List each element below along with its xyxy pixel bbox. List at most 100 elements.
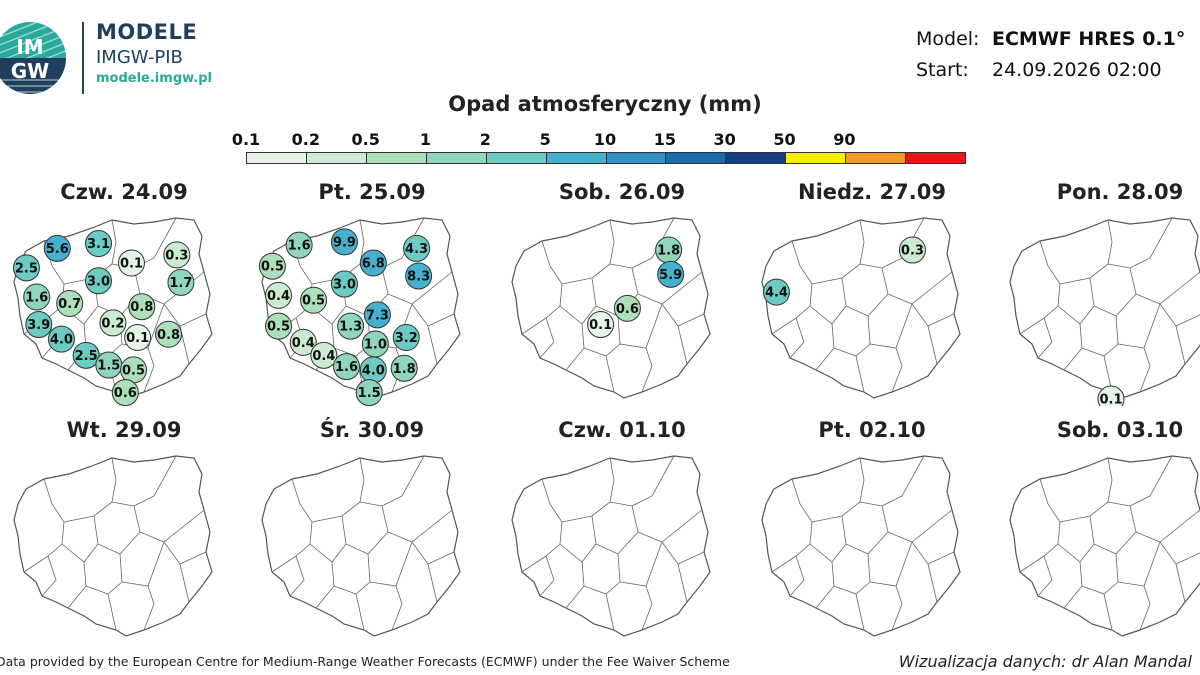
voivodeship-border: [1037, 555, 1053, 597]
precip-value: 8.3: [407, 269, 430, 284]
precip-value-marker: 0.1: [1097, 385, 1125, 406]
voivodeship-border: [833, 315, 871, 357]
precip-value-marker: 9.9: [330, 228, 358, 256]
precip-circle: [128, 293, 156, 321]
voivodeship-border: [881, 267, 953, 305]
precip-circle: [47, 325, 75, 353]
start-label: Start:: [916, 59, 969, 81]
voivodeship-border: [143, 347, 155, 393]
voivodeship-border: [355, 593, 365, 631]
precip-value: 0.6: [114, 386, 137, 401]
legend-threshold-label: 2: [479, 130, 491, 149]
country-outline: [761, 455, 961, 637]
precip-circle: [25, 311, 53, 339]
panel-date-title: Wt. 29.09: [66, 418, 182, 442]
precip-circle: [355, 379, 383, 406]
legend-segment: [666, 153, 727, 163]
precip-value: 1.5: [358, 386, 381, 401]
poland-map: [761, 455, 961, 637]
precip-value-marker: 8.3: [405, 262, 433, 290]
precip-circle: [85, 267, 113, 295]
precip-value-marker: 0.6: [111, 379, 139, 406]
voivodeship-border: [771, 478, 813, 573]
logo-title: MODELE: [96, 20, 198, 44]
precip-circle: [43, 234, 71, 262]
voivodeship-border: [381, 505, 453, 543]
precip-circle: [390, 354, 418, 382]
forecast-panel: Śr. 30.09: [252, 418, 492, 658]
logo-url[interactable]: modele.imgw.pl: [96, 71, 212, 86]
precip-circle: [258, 252, 286, 280]
precip-value: 1.0: [364, 337, 387, 352]
precip-value: 0.1: [589, 318, 612, 333]
voivodeship-border: [271, 478, 313, 573]
voivodeship-border: [1103, 593, 1113, 631]
start-value: 24.09.2026 02:00: [992, 59, 1162, 81]
precip-value: 0.6: [616, 302, 639, 317]
voivodeship-border: [1089, 515, 1137, 555]
precip-value: 1.6: [335, 360, 358, 375]
precip-value: 1.6: [25, 291, 48, 306]
legend-threshold-label: 1: [419, 130, 432, 149]
precip-value: 0.8: [157, 328, 180, 343]
voivodeship-border: [521, 240, 563, 335]
precip-circle: [333, 353, 361, 381]
country-outline: [761, 217, 961, 399]
start-row: Start: 24.09.2026 02:00: [916, 55, 1185, 86]
poland-map: [261, 455, 461, 637]
precip-circle: [403, 234, 431, 262]
voivodeship-border: [591, 515, 639, 555]
voivodeship-border: [1139, 347, 1151, 393]
precip-value-marker: 1.6: [333, 353, 361, 381]
precip-circle: [265, 312, 293, 340]
precip-circle: [72, 341, 100, 369]
voivodeship-border: [789, 317, 805, 359]
voivodeship-border: [631, 505, 703, 543]
poland-map: [511, 455, 711, 637]
poland-map: 0.1: [1009, 217, 1200, 406]
precip-value-marker: 0.5: [120, 356, 148, 384]
visualization-credit: Wizualizacja danych: dr Alan Mandal: [898, 652, 1192, 671]
voivodeship-border: [1139, 585, 1151, 631]
precip-value: 0.3: [901, 244, 924, 259]
precip-value: 0.4: [267, 289, 290, 304]
voivodeship-border: [677, 325, 688, 365]
precip-value-marker: 0.3: [163, 241, 191, 269]
precip-value: 2.5: [75, 349, 98, 364]
precip-circle: [657, 260, 685, 288]
voivodeship-border: [583, 553, 621, 595]
voivodeship-border: [1129, 505, 1200, 543]
voivodeship-border: [881, 505, 953, 543]
precip-circle: [898, 236, 926, 264]
voivodeship-border: [539, 317, 555, 359]
panel-date-title: Pon. 28.09: [1056, 180, 1184, 204]
precip-value: 0.1: [1099, 393, 1122, 406]
precip-value: 0.7: [58, 297, 81, 312]
country-outline: [511, 217, 711, 399]
voivodeship-border: [333, 315, 371, 357]
precip-value: 0.5: [302, 294, 325, 309]
voivodeship-border: [539, 555, 555, 597]
precip-circle: [337, 312, 365, 340]
country-outline: [511, 455, 711, 637]
voivodeship-border: [855, 355, 865, 393]
precip-value-marker: 0.1: [117, 249, 145, 277]
poland-map: [1009, 455, 1200, 637]
precip-value-marker: 0.4: [310, 341, 338, 369]
logo-icon-text-top: IM: [16, 35, 43, 59]
legend-threshold-labels: 0.1 0.2 0.5 1 2 5 10 15 30 50 90: [0, 130, 1200, 152]
precip-value-marker: 0.2: [99, 309, 127, 337]
panel-date-title: Czw. 24.09: [60, 180, 188, 204]
precip-value-marker: 1.3: [337, 312, 365, 340]
legend-segment: [366, 153, 427, 163]
voivodeship-border: [1081, 315, 1119, 357]
precip-circle: [359, 249, 387, 277]
model-value: ECMWF HRES 0.1°: [992, 28, 1186, 50]
precip-value-marker: 0.7: [56, 289, 84, 317]
forecast-panel: Pt. 02.10: [752, 418, 992, 658]
precip-circle: [111, 379, 139, 406]
voivodeship-border: [677, 563, 688, 603]
voivodeship-border: [1175, 325, 1186, 365]
precip-circle: [289, 328, 317, 356]
voivodeship-border: [289, 555, 305, 597]
